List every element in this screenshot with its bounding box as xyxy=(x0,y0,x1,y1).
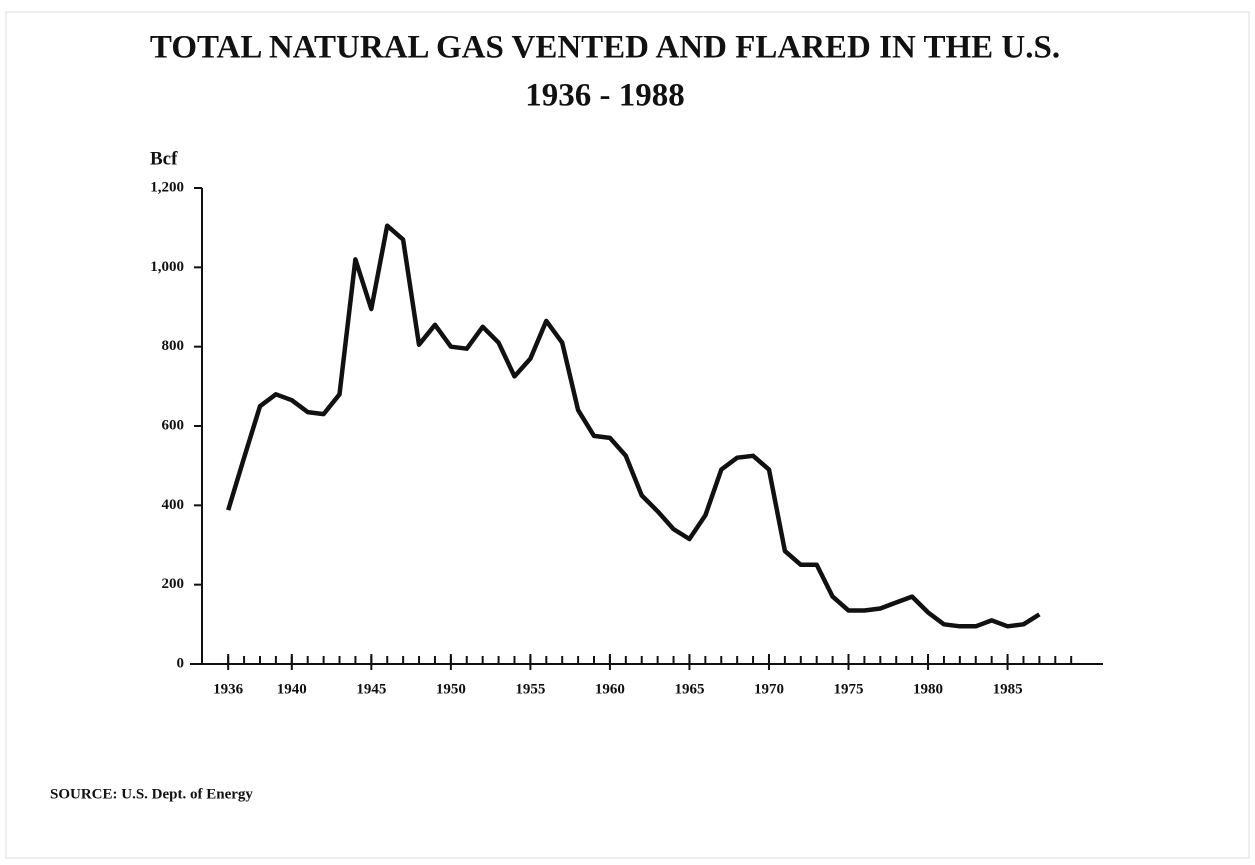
x-tick-label: 1985 xyxy=(993,681,1023,697)
frame xyxy=(5,11,1250,859)
y-tick-label: 0 xyxy=(177,655,185,671)
source: SOURCE: U.S. Dept. of Energy xyxy=(50,786,253,802)
x-tick-label: 1965 xyxy=(674,681,704,697)
y-tick-label: 1,200 xyxy=(150,179,184,195)
y-tick-label: 400 xyxy=(162,497,185,513)
x-tick-label: 1940 xyxy=(277,681,307,697)
x-tick-label: 1955 xyxy=(515,681,545,697)
y-tick-label: 200 xyxy=(162,576,185,592)
data-line xyxy=(226,223,1041,629)
x-tick-label: 1970 xyxy=(754,681,784,697)
x-tick-label: 1936 xyxy=(213,681,244,697)
x-tick-label: 1950 xyxy=(436,681,466,697)
x-tick-label: 1975 xyxy=(834,681,864,697)
y-tick-label: 600 xyxy=(162,417,185,433)
y-axis-label: Bcf xyxy=(150,148,178,169)
x-tick-label: 1945 xyxy=(356,681,386,697)
y-tick-label: 800 xyxy=(162,338,185,354)
x-tick-label: 1960 xyxy=(595,681,625,697)
chart-subtitle: 1936 - 1988 xyxy=(525,78,685,114)
y-tick-label: 1,000 xyxy=(150,259,184,275)
x-tick-label: 1980 xyxy=(913,681,943,697)
chart-title: TOTAL NATURAL GAS VENTED AND FLARED IN T… xyxy=(150,30,1060,66)
